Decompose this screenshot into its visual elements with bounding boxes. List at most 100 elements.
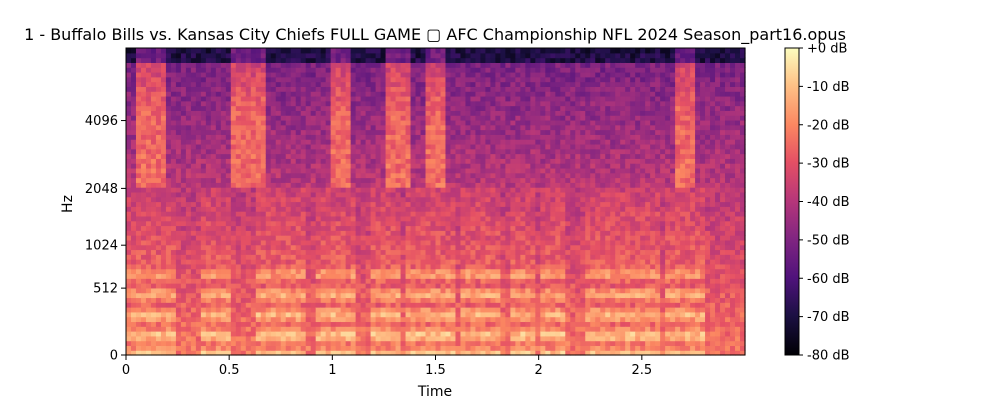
- heatmap-cell: [355, 52, 362, 59]
- heatmap-cell: [225, 86, 232, 92]
- heatmap-cell: [375, 311, 382, 318]
- heatmap-cell: [165, 91, 172, 97]
- heatmap-cell: [265, 230, 272, 236]
- heatmap-cell: [295, 273, 302, 279]
- heatmap-cell: [126, 62, 132, 68]
- heatmap-cell: [460, 48, 467, 54]
- heatmap-cell: [495, 235, 501, 241]
- heatmap-cell: [465, 196, 472, 203]
- heatmap-cell: [505, 201, 511, 207]
- heatmap-cell: [410, 182, 417, 188]
- heatmap-cell: [215, 86, 222, 92]
- heatmap-cell: [225, 201, 232, 207]
- heatmap-cell: [180, 283, 187, 289]
- heatmap-cell: [275, 321, 282, 327]
- heatmap-cell: [400, 307, 407, 313]
- heatmap-cell: [165, 196, 172, 203]
- heatmap-cell: [160, 76, 167, 83]
- heatmap-cell: [455, 81, 462, 87]
- heatmap-cell: [185, 163, 192, 169]
- heatmap-cell: [215, 297, 222, 303]
- heatmap-cell: [280, 196, 287, 203]
- heatmap-cell: [320, 345, 327, 351]
- heatmap-cell: [500, 350, 506, 356]
- heatmap-cell: [265, 345, 272, 351]
- heatmap-cell: [205, 119, 212, 126]
- heatmap-cell: [500, 124, 506, 131]
- heatmap-cell: [160, 81, 167, 87]
- heatmap-cell: [510, 62, 516, 68]
- heatmap-cell: [320, 239, 327, 246]
- heatmap-cell: [490, 187, 496, 193]
- heatmap-cell: [495, 67, 501, 73]
- heatmap-cell: [430, 100, 437, 107]
- heatmap-cell: [240, 124, 247, 131]
- heatmap-cell: [235, 177, 242, 183]
- heatmap-cell: [425, 67, 432, 73]
- heatmap-cell: [385, 307, 392, 313]
- heatmap-cell: [250, 235, 257, 241]
- heatmap-cell: [465, 76, 472, 83]
- heatmap-cell: [455, 211, 462, 217]
- heatmap-cell: [295, 311, 302, 318]
- heatmap-cell: [250, 278, 257, 284]
- heatmap-cell: [185, 239, 192, 246]
- heatmap-cell: [435, 259, 442, 265]
- heatmap-cell: [135, 62, 142, 68]
- heatmap-cell: [305, 52, 312, 59]
- heatmap-cell: [320, 143, 327, 150]
- heatmap-cell: [330, 259, 337, 265]
- heatmap-cell: [320, 48, 327, 54]
- heatmap-cell: [390, 177, 397, 183]
- heatmap-cell: [290, 201, 297, 207]
- heatmap-cell: [410, 206, 417, 212]
- heatmap-cell: [215, 235, 222, 241]
- heatmap-cell: [175, 244, 182, 251]
- heatmap-cell: [470, 191, 477, 198]
- heatmap-cell: [200, 335, 207, 342]
- heatmap-cell: [150, 201, 157, 207]
- heatmap-cell: [465, 62, 472, 68]
- heatmap-cell: [475, 187, 482, 193]
- heatmap-cell: [215, 196, 222, 203]
- heatmap-cell: [150, 163, 157, 169]
- heatmap-cell: [365, 273, 372, 279]
- heatmap-cell: [500, 278, 506, 284]
- heatmap-cell: [410, 249, 417, 255]
- heatmap-cell: [160, 278, 167, 284]
- heatmap-cell: [395, 244, 402, 251]
- heatmap-cell: [260, 81, 267, 87]
- heatmap-cell: [150, 48, 157, 54]
- heatmap-cell: [310, 211, 317, 217]
- heatmap-cell: [190, 292, 197, 299]
- heatmap-cell: [405, 287, 412, 294]
- heatmap-cell: [420, 235, 427, 241]
- heatmap-cell: [130, 71, 137, 78]
- heatmap-cell: [140, 268, 147, 275]
- heatmap-cell: [385, 196, 392, 203]
- heatmap-cell: [430, 316, 437, 323]
- heatmap-cell: [160, 124, 167, 131]
- heatmap-cell: [220, 220, 227, 227]
- heatmap-cell: [415, 172, 422, 179]
- heatmap-cell: [155, 249, 162, 255]
- heatmap-cell: [160, 307, 167, 313]
- heatmap-cell: [470, 220, 477, 227]
- heatmap-cell: [315, 100, 322, 107]
- heatmap-cell: [405, 211, 412, 217]
- heatmap-cell: [175, 81, 182, 87]
- heatmap-cell: [420, 115, 427, 121]
- heatmap-cell: [180, 239, 187, 246]
- heatmap-cell: [465, 129, 472, 135]
- heatmap-cell: [305, 350, 312, 356]
- heatmap-cell: [405, 148, 412, 155]
- heatmap-cell: [455, 119, 462, 126]
- heatmap-cell: [485, 326, 492, 332]
- heatmap-cell: [150, 230, 157, 236]
- heatmap-cell: [260, 263, 267, 270]
- heatmap-cell: [375, 211, 382, 217]
- heatmap-cell: [390, 235, 397, 241]
- heatmap-cell: [500, 158, 506, 164]
- heatmap-cell: [200, 316, 207, 323]
